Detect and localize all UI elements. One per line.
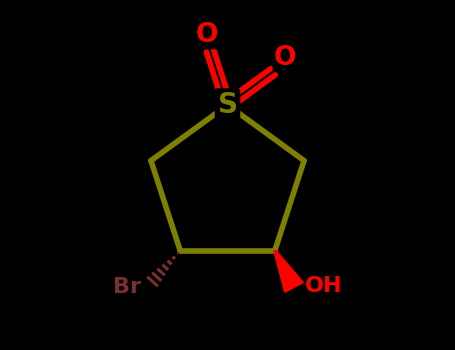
Text: O: O: [274, 45, 297, 71]
Text: S: S: [217, 91, 238, 119]
Polygon shape: [274, 250, 303, 292]
Text: Br: Br: [113, 278, 141, 298]
Text: O: O: [195, 22, 218, 48]
Text: OH: OH: [305, 276, 343, 296]
